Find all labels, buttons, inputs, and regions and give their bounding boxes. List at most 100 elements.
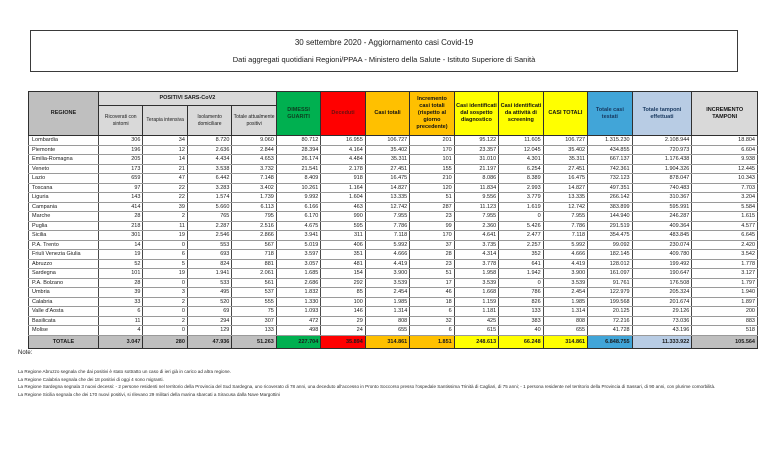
col-header: Casi identificati dal sospetto diagnosti… — [453, 91, 500, 136]
region-name: Piemonte — [28, 144, 99, 155]
total-cell: 1.851 — [409, 334, 455, 349]
value-cell: 1.778 — [691, 258, 758, 269]
col-subheader: Totale attualmente positivi — [231, 105, 277, 136]
value-cell: 533 — [186, 277, 233, 288]
value-cell: 9.938 — [691, 154, 758, 165]
value-cell: 1.330 — [275, 296, 322, 307]
value-cell: 51 — [409, 268, 455, 279]
value-cell: 537 — [231, 287, 277, 298]
table-row: P.A. Trento 14 0 553 567 5.019 406 5.992 37 3.735… — [28, 239, 758, 250]
value-cell: 292 — [320, 277, 366, 288]
value-cell: 311 — [320, 230, 366, 241]
value-cell: 5.019 — [275, 239, 322, 250]
value-cell: 6 — [409, 306, 455, 317]
value-cell: 4.419 — [364, 258, 411, 269]
value-cell: 1.668 — [453, 287, 500, 298]
value-cell: 1.832 — [275, 287, 322, 298]
note-sicilia: La Regione Sicilia segnala che dei 170 n… — [18, 391, 280, 397]
value-cell: 287 — [409, 201, 455, 212]
total-cell: 227.704 — [275, 334, 322, 349]
value-cell: 21.197 — [453, 163, 500, 174]
value-cell: 27.451 — [542, 163, 589, 174]
value-cell: 6.170 — [275, 211, 322, 222]
value-cell: 4.484 — [320, 154, 366, 165]
value-cell: 655 — [364, 325, 411, 336]
region-name: Sardegna — [28, 268, 99, 279]
value-cell: 9.060 — [231, 135, 277, 146]
table-container: REGIONE POSITIVI SARS-CoV2 DIMESSI GUARITI… — [28, 91, 758, 349]
value-cell: 12.045 — [498, 144, 544, 155]
value-cell: 1.615 — [691, 211, 758, 222]
value-cell: 1.904.326 — [631, 163, 693, 174]
value-cell: 425 — [453, 315, 500, 326]
note-calabria: La Regione Calabria segnala che dei 18 p… — [18, 376, 164, 382]
total-cell: 314.861 — [364, 334, 411, 349]
value-cell: 14 — [97, 239, 144, 250]
value-cell: 46 — [409, 287, 455, 298]
value-cell: 69 — [186, 306, 233, 317]
value-cell: 2.993 — [498, 182, 544, 193]
table-row: Lombardia 306 34 8.720 9.060 80.712 16.955 106.… — [28, 135, 758, 146]
value-cell: 4.666 — [542, 249, 589, 260]
value-cell: 28 — [409, 249, 455, 260]
value-cell: 31.010 — [453, 154, 500, 165]
value-cell: 1.159 — [453, 296, 500, 307]
total-cell: 3.047 — [97, 334, 144, 349]
value-cell: 33 — [97, 296, 144, 307]
value-cell: 667.137 — [587, 154, 633, 165]
table-row: Toscana 97 22 3.283 3.402 10.261 1.164 14.827 12… — [28, 182, 758, 193]
value-cell: 11 — [97, 315, 144, 326]
value-cell: 230.074 — [631, 239, 693, 250]
value-cell: 52 — [97, 258, 144, 269]
value-cell: 354.475 — [587, 230, 633, 241]
value-cell: 4.653 — [231, 154, 277, 165]
total-cell: 35.894 — [320, 334, 366, 349]
value-cell: 3.538 — [186, 163, 233, 174]
header-row-subcolumns: Ricoverati con sintomi Terapia intensiva I… — [29, 105, 758, 136]
value-cell: 91.761 — [587, 277, 633, 288]
value-cell: 1.940 — [691, 287, 758, 298]
value-cell: 128.012 — [587, 258, 633, 269]
value-cell: 463 — [320, 201, 366, 212]
value-cell: 129 — [186, 325, 233, 336]
value-cell: 39 — [142, 201, 188, 212]
value-cell: 170 — [409, 144, 455, 155]
value-cell: 881 — [231, 258, 277, 269]
value-cell: 122.979 — [587, 287, 633, 298]
value-cell: 3.539 — [542, 277, 589, 288]
value-cell: 16.475 — [364, 173, 411, 184]
value-cell: 1.897 — [691, 296, 758, 307]
value-cell: 808 — [364, 315, 411, 326]
table-row: Piemonte 196 12 2.636 2.844 28.394 4.164 35.402… — [28, 144, 758, 155]
covid-data-table: REGIONE POSITIVI SARS-CoV2 DIMESSI GUARITI… — [28, 91, 758, 349]
value-cell: 200 — [691, 306, 758, 317]
totals-row: TOTALE 3.047 280 47.936 51.263 227.704 35.894 3… — [28, 334, 758, 349]
region-name: Valle d'Aosta — [28, 306, 99, 317]
value-cell: 12 — [142, 144, 188, 155]
value-cell: 47 — [142, 173, 188, 184]
value-cell: 4.419 — [542, 258, 589, 269]
value-cell: 2.454 — [364, 287, 411, 298]
value-cell: 101 — [97, 268, 144, 279]
value-cell: 13.335 — [542, 192, 589, 203]
value-cell: 5.660 — [186, 201, 233, 212]
value-cell: 7.786 — [542, 220, 589, 231]
value-cell: 3.597 — [275, 249, 322, 260]
value-cell: 1.181 — [453, 306, 500, 317]
value-cell: 294 — [186, 315, 233, 326]
value-cell: 155 — [409, 163, 455, 174]
value-cell: 1.164 — [320, 182, 366, 193]
value-cell: 201 — [409, 135, 455, 146]
col-subheader: Isolamento domiciliare — [186, 105, 233, 136]
value-cell: 100 — [320, 296, 366, 307]
value-cell: 6.254 — [498, 163, 544, 174]
value-cell: 51 — [409, 192, 455, 203]
totals-label: TOTALE — [28, 334, 99, 349]
value-cell: 2.287 — [186, 220, 233, 231]
value-cell: 5.426 — [498, 220, 544, 231]
value-cell: 0 — [142, 306, 188, 317]
value-cell: 990 — [320, 211, 366, 222]
value-cell: 7.955 — [453, 211, 500, 222]
value-cell: 12.742 — [542, 201, 589, 212]
value-cell: 1.985 — [542, 296, 589, 307]
